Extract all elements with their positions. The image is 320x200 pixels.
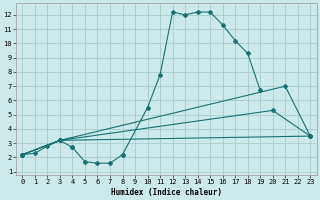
X-axis label: Humidex (Indice chaleur): Humidex (Indice chaleur) bbox=[111, 188, 222, 197]
